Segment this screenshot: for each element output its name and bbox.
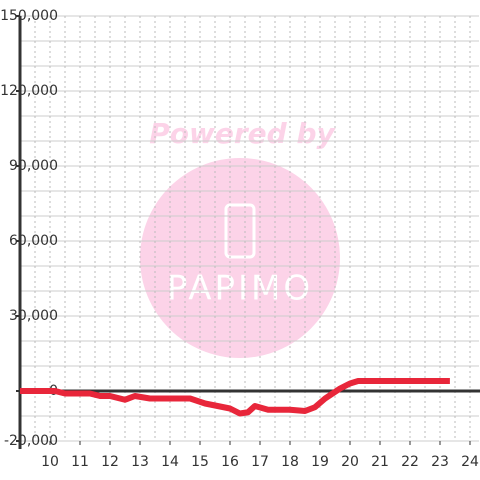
- x-tick-label: 24: [461, 454, 479, 470]
- x-tick-label: 14: [161, 454, 179, 470]
- y-tick-label: 150,000: [0, 8, 58, 24]
- grid: [16, 15, 480, 449]
- watermark-icon: [224, 203, 256, 259]
- y-tick-label: 60,000: [9, 233, 58, 249]
- x-tick-label: 11: [71, 454, 89, 470]
- x-tick-label: 21: [371, 454, 389, 470]
- x-tick-label: 20: [341, 454, 359, 470]
- line: [20, 378, 450, 417]
- x-tick-label: 18: [281, 454, 299, 470]
- x-tick-label: 10: [41, 454, 59, 470]
- y-tick-label: 120,000: [0, 83, 58, 99]
- x-tick-label: 19: [311, 454, 329, 470]
- x-tick-label: 16: [221, 454, 239, 470]
- x-tick-label: 22: [401, 454, 419, 470]
- y-tick-label: 30,000: [9, 308, 58, 324]
- watermark-logo: PAPIMO: [167, 269, 313, 309]
- plot: -20,000030,00060,00090,000120,000150,000…: [0, 8, 479, 470]
- watermark-text: Powered by: [149, 117, 336, 150]
- x-tick-label: 17: [251, 454, 269, 470]
- x-tick-label: 13: [131, 454, 149, 470]
- x-tick-label: 15: [191, 454, 209, 470]
- y-tick-label: -20,000: [4, 433, 58, 449]
- x-tick-label: 23: [431, 454, 449, 470]
- y-tick-label: 90,000: [9, 158, 58, 174]
- x-tick-label: 12: [101, 454, 119, 470]
